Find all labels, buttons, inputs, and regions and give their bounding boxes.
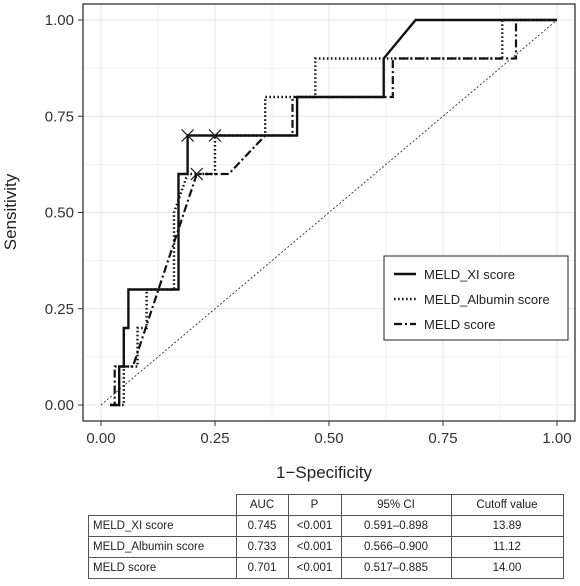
y-tick-label: 0.00 bbox=[45, 397, 74, 414]
table-cell: 0.701 bbox=[235, 557, 289, 579]
table-cell: 0.566–0.900 bbox=[340, 536, 452, 558]
y-tick-label: 1.00 bbox=[45, 12, 74, 29]
table-cell: 11.12 bbox=[450, 536, 564, 558]
x-tick-label: 0.50 bbox=[314, 430, 343, 447]
grid bbox=[83, 4, 575, 421]
table-header-cutoff: Cutoff value bbox=[450, 494, 564, 516]
series-line bbox=[110, 18, 557, 407]
series-lines bbox=[110, 18, 557, 407]
cutoff-marker bbox=[190, 167, 204, 181]
table-cell: <0.001 bbox=[287, 557, 342, 579]
x-axis-ticks: 0.00 0.25 0.50 0.75 1.00 bbox=[86, 421, 572, 447]
roc-chart: 0.00 0.25 0.50 0.75 1.00 0.00 0.25 0.50 0.75 1.0… bbox=[1, 3, 576, 482]
table-row: MELD_XI score 0.745 <0.001 0.591–0.898 1… bbox=[88, 515, 564, 537]
cutoff-markers bbox=[181, 129, 222, 181]
x-tick-label: 0.00 bbox=[86, 430, 115, 447]
table-cell: <0.001 bbox=[287, 536, 342, 558]
cutoff-marker-stroke bbox=[181, 129, 195, 142]
table-header-row: AUC P 95% CI Cutoff value bbox=[88, 494, 564, 516]
cutoff-marker-stroke bbox=[208, 129, 222, 142]
y-tick-label: 0.25 bbox=[45, 301, 74, 318]
legend-label: MELD_XI score bbox=[424, 267, 515, 282]
y-tick-label: 0.50 bbox=[45, 205, 74, 222]
stats-table: AUC P 95% CI Cutoff value MELD_XI score … bbox=[88, 494, 564, 579]
legend-label: MELD_Albumin score bbox=[424, 292, 550, 307]
table-header-ci: 95% CI bbox=[340, 494, 452, 516]
table-row: MELD_Albumin score 0.733 <0.001 0.566–0.… bbox=[88, 536, 564, 558]
y-tick-label: 0.75 bbox=[45, 108, 74, 125]
table-cell: 0.733 bbox=[235, 536, 289, 558]
table-header-auc: AUC bbox=[235, 494, 289, 516]
x-tick-label: 0.25 bbox=[200, 430, 229, 447]
table-cell: MELD_XI score bbox=[88, 515, 237, 537]
table-header-blank bbox=[88, 494, 237, 516]
table-cell: <0.001 bbox=[287, 515, 342, 537]
table-cell: MELD_Albumin score bbox=[88, 536, 237, 558]
table-header-p: P bbox=[287, 494, 342, 516]
legend-label: MELD score bbox=[424, 317, 496, 332]
table-cell: 0.745 bbox=[235, 515, 289, 537]
cutoff-marker-stroke bbox=[190, 167, 204, 181]
x-tick-label: 1.00 bbox=[542, 430, 571, 447]
y-axis-title: Sensitivity bbox=[1, 173, 20, 250]
legend: MELD_XI score MELD_Albumin score MELD scor… bbox=[383, 255, 569, 341]
x-axis-title: 1−Specificity bbox=[276, 463, 372, 482]
cutoff-marker bbox=[208, 129, 222, 142]
table-cell: 13.89 bbox=[450, 515, 564, 537]
x-tick-label: 0.75 bbox=[428, 430, 457, 447]
reference-diagonal bbox=[100, 19, 558, 406]
table-cell: 14.00 bbox=[450, 557, 564, 579]
table-cell: MELD score bbox=[88, 557, 237, 579]
y-axis-ticks: 0.00 0.25 0.50 0.75 1.00 bbox=[45, 12, 83, 414]
table-row: MELD score 0.701 <0.001 0.517–0.885 14.0… bbox=[88, 557, 564, 579]
cutoff-marker bbox=[181, 129, 195, 142]
table-cell: 0.591–0.898 bbox=[340, 515, 452, 537]
series-line bbox=[110, 18, 557, 407]
table-cell: 0.517–0.885 bbox=[340, 557, 452, 579]
